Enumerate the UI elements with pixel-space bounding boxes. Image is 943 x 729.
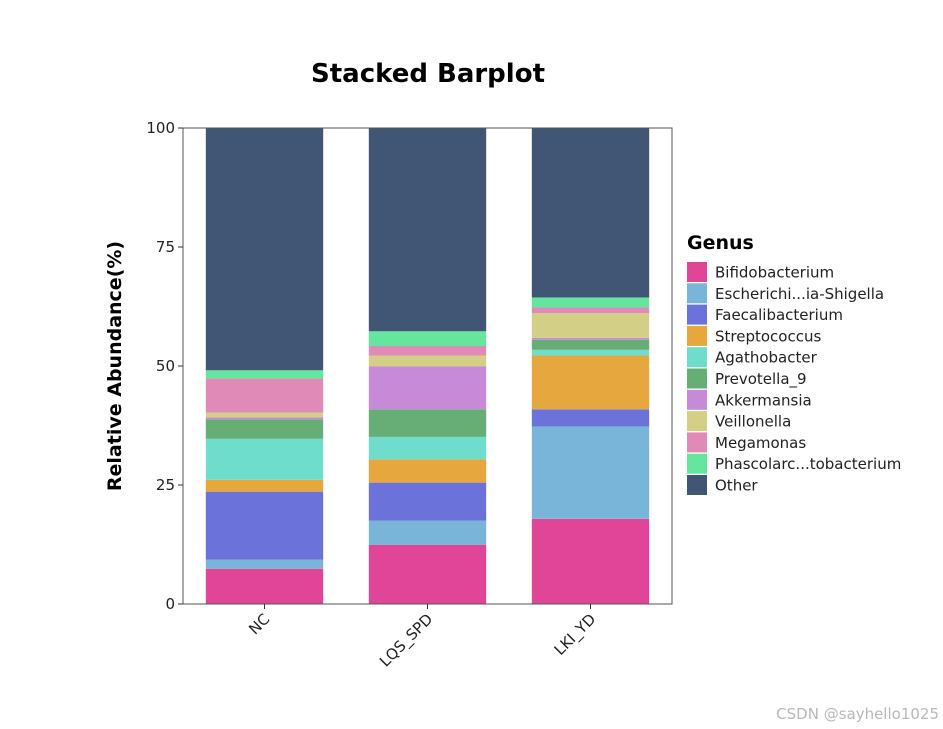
- legend-swatch-prevotella-9: [687, 368, 707, 389]
- legend-swatch-akkermansia: [687, 389, 707, 410]
- legend-swatch-bifidobacterium: [687, 262, 707, 282]
- bar-segment-lki-yd-veillonella: [531, 313, 650, 338]
- bar-segment-nc-phascolarc-tobacterium: [205, 370, 324, 379]
- legend-label-streptococcus: Streptococcus: [715, 327, 821, 345]
- bar-segment-lqs-spd-faecalibacterium: [368, 482, 487, 521]
- legend-label-megamonas: Megamonas: [715, 434, 806, 452]
- bar-segment-nc-veillonella: [205, 412, 324, 418]
- legend-label-phascolarc-tobacterium: Phascolarc...tobacterium: [715, 455, 901, 473]
- bar-segment-lqs-spd-streptococcus: [368, 459, 487, 483]
- legend-swatch-phascolarc-tobacterium: [687, 453, 707, 474]
- x-tick-label: NC: [245, 610, 273, 638]
- legend-swatch-agathobacter: [687, 347, 707, 368]
- bar-segment-lqs-spd-megamonas: [368, 346, 487, 356]
- legend-swatch-escherichi-ia-shigella: [687, 283, 707, 304]
- legend-label-bifidobacterium: Bifidobacterium: [715, 264, 834, 282]
- legend-label-prevotella-9: Prevotella_9: [715, 370, 807, 389]
- watermark: CSDN @sayhello1025: [776, 705, 939, 723]
- bar-segment-lki-yd-megamonas: [531, 307, 650, 314]
- y-tick-label: 100: [146, 119, 175, 137]
- bar-segment-lki-yd-faecalibacterium: [531, 409, 650, 427]
- legend-label-veillonella: Veillonella: [715, 413, 791, 431]
- bar-segment-lqs-spd-akkermansia: [368, 366, 487, 410]
- legend-swatch-veillonella: [687, 411, 707, 432]
- bar-segment-lqs-spd-veillonella: [368, 355, 487, 367]
- bar-segment-lqs-spd-other: [368, 128, 487, 332]
- x-tick-label: LQS_SPD: [376, 610, 437, 671]
- x-tick-label: LKI_YD: [551, 610, 600, 659]
- bar-segment-lki-yd-other: [531, 128, 650, 298]
- bars-group: [205, 128, 650, 604]
- bar-segment-nc-streptococcus: [205, 479, 324, 492]
- y-axis-label: Relative Abundance(%): [104, 241, 126, 491]
- y-tick-label: 75: [156, 238, 175, 256]
- y-tick-label: 0: [165, 595, 175, 613]
- bar-segment-lqs-spd-escherichi-ia-shigella: [368, 520, 487, 545]
- bar-segment-nc-akkermansia: [205, 417, 324, 420]
- bar-segment-lqs-spd-prevotella-9: [368, 409, 487, 437]
- bar-segment-nc-agathobacter: [205, 438, 324, 480]
- legend-swatch-streptococcus: [687, 325, 707, 346]
- legend-swatch-faecalibacterium: [687, 304, 707, 325]
- bar-segment-nc-megamonas: [205, 378, 324, 413]
- y-tick-label: 50: [156, 357, 175, 375]
- bar-segment-lki-yd-streptococcus: [531, 355, 650, 410]
- bar-segment-lki-yd-phascolarc-tobacterium: [531, 297, 650, 308]
- legend-title: Genus: [687, 232, 754, 254]
- legend-label-akkermansia: Akkermansia: [715, 391, 812, 409]
- bar-segment-lki-yd-bifidobacterium: [531, 518, 650, 604]
- bar-segment-lqs-spd-phascolarc-tobacterium: [368, 331, 487, 347]
- legend-swatch-megamonas: [687, 432, 707, 453]
- bar-segment-nc-escherichi-ia-shigella: [205, 559, 324, 569]
- bar-segment-lki-yd-prevotella-9: [531, 339, 650, 350]
- y-tick-label: 25: [156, 476, 175, 494]
- bar-segment-nc-prevotella-9: [205, 419, 324, 439]
- bar-segment-lki-yd-agathobacter: [531, 349, 650, 356]
- bar-segment-nc-other: [205, 128, 324, 371]
- legend-label-other: Other: [715, 477, 758, 495]
- legend-label-escherichi-ia-shigella: Escherichi...ia-Shigella: [715, 285, 884, 303]
- legend: Genus Bifidobacterium Escherichi...ia-Shi…: [687, 232, 901, 495]
- bar-segment-lqs-spd-agathobacter: [368, 436, 487, 460]
- bar-segment-nc-bifidobacterium: [205, 568, 324, 604]
- legend-swatch-other: [687, 475, 707, 495]
- bar-segment-lki-yd-escherichi-ia-shigella: [531, 426, 650, 519]
- bar-segment-nc-faecalibacterium: [205, 491, 324, 560]
- chart-title: Stacked Barplot: [311, 59, 545, 89]
- bar-segment-lqs-spd-bifidobacterium: [368, 544, 487, 604]
- bar-segment-lki-yd-akkermansia: [531, 337, 650, 340]
- legend-label-faecalibacterium: Faecalibacterium: [715, 306, 843, 324]
- legend-label-agathobacter: Agathobacter: [715, 349, 818, 367]
